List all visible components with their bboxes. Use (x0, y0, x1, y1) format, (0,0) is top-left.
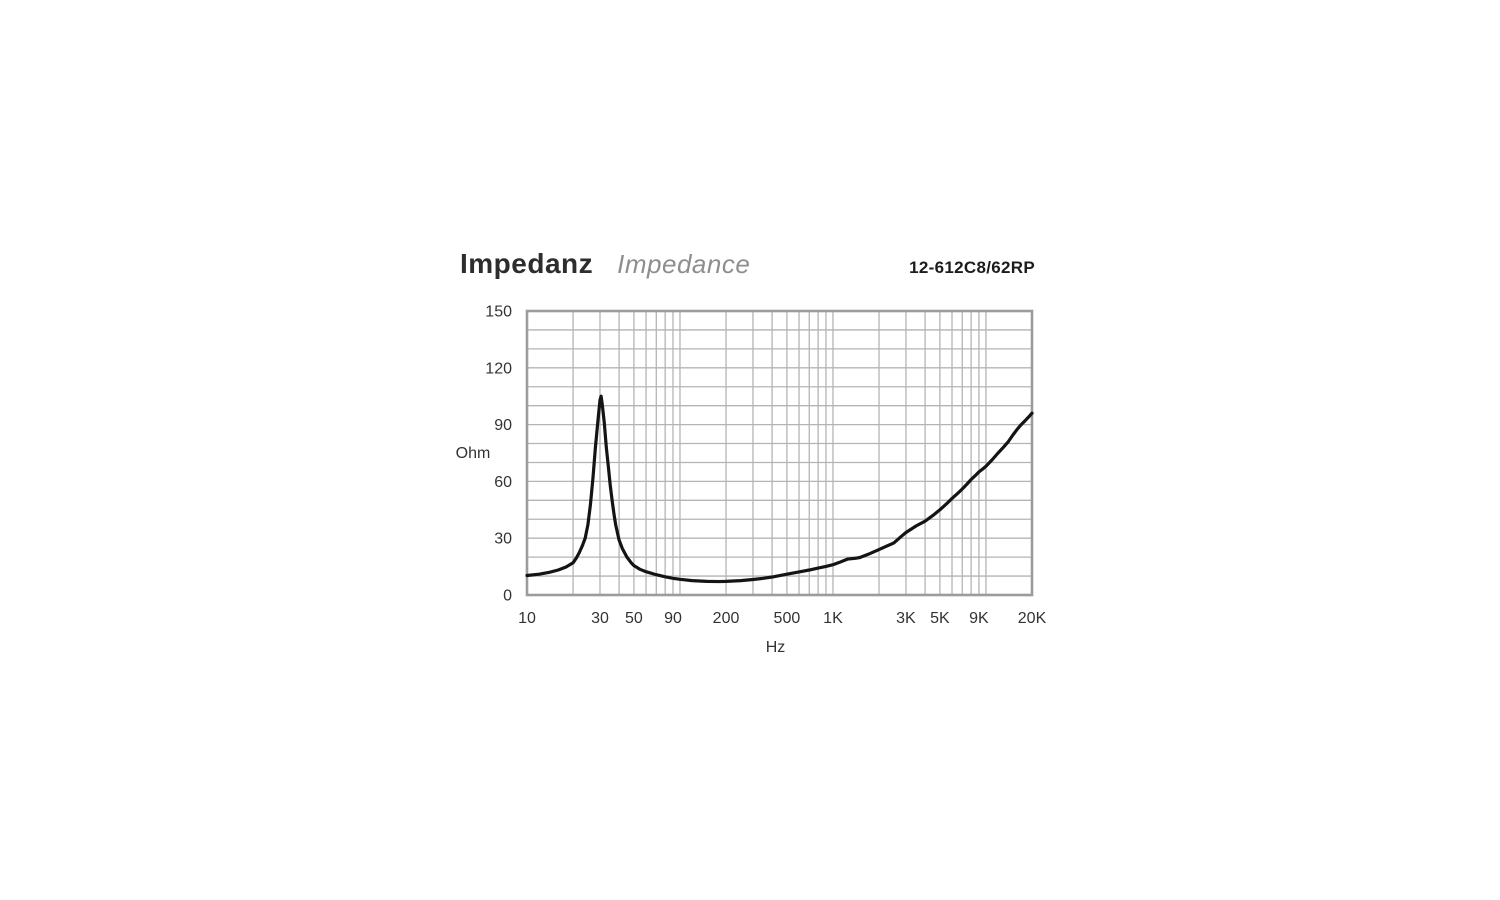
x-tick-label: 3K (896, 610, 916, 627)
x-axis-ticks: 10 30 50 90 200 500 1K 3K 5K 9K 20K (518, 610, 1046, 627)
chart-title-german: Impedanz (460, 248, 594, 279)
x-tick-label: 30 (591, 610, 609, 627)
x-tick-label: 90 (664, 610, 682, 627)
x-tick-label: 10 (518, 610, 536, 627)
y-tick-label: 60 (494, 474, 512, 491)
x-tick-label: 500 (774, 610, 801, 627)
x-tick-label: 200 (713, 610, 740, 627)
x-tick-label: 9K (969, 610, 989, 627)
x-axis-label: Hz (766, 639, 786, 656)
y-axis-label: Ohm (456, 445, 491, 462)
impedance-chart: 0 30 60 90 120 150 10 30 50 90 200 500 1K 3K 5K 9K 20K Oh… (456, 304, 1047, 657)
y-tick-label: 30 (494, 531, 512, 548)
y-tick-label: 90 (494, 417, 512, 434)
x-tick-label: 50 (625, 610, 643, 627)
x-tick-label: 5K (930, 610, 950, 627)
impedance-curve (525, 394, 1034, 584)
x-tick-label: 20K (1018, 610, 1047, 627)
x-tick-label: 1K (823, 610, 843, 627)
y-axis-ticks: 0 30 60 90 120 150 (485, 304, 512, 605)
plot-border (525, 309, 1034, 597)
chart-header: Impedanz Impedance 12-612C8/62RP (460, 248, 1035, 280)
y-tick-label: 0 (503, 588, 512, 605)
chart-title-english: Impedance (617, 249, 751, 279)
grid-lines (526, 310, 1033, 596)
y-tick-label: 150 (485, 304, 512, 321)
model-number: 12-612C8/62RP (909, 258, 1035, 277)
y-tick-label: 120 (485, 360, 512, 377)
